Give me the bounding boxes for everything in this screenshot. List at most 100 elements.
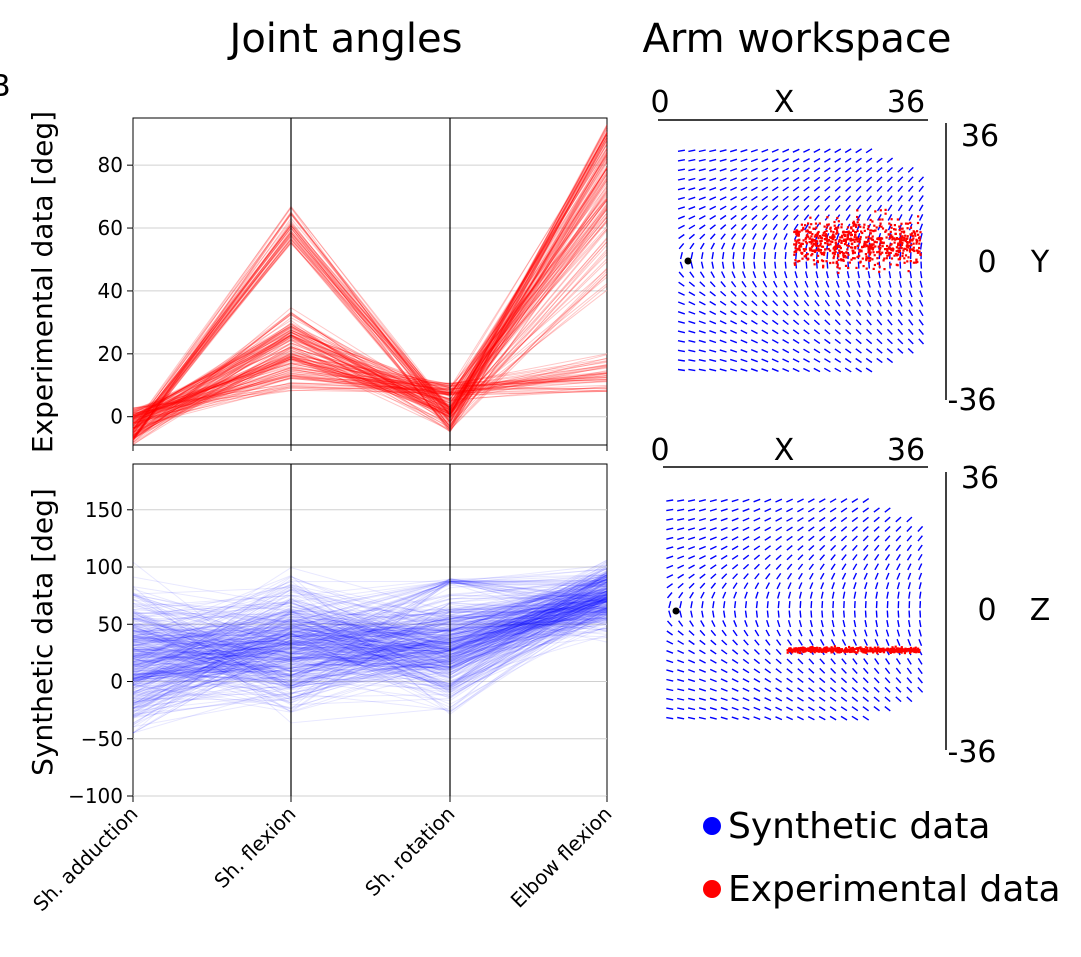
syn-sample-line — [132, 606, 608, 650]
experimental-point — [870, 648, 873, 651]
synthetic-point — [709, 224, 716, 230]
experimental-point — [896, 264, 899, 267]
experimental-point — [808, 237, 811, 240]
syn-sample-line — [132, 586, 608, 713]
synthetic-point — [732, 573, 739, 580]
synthetic-point — [775, 706, 783, 711]
synthetic-point — [753, 716, 761, 721]
synthetic-point — [761, 329, 769, 335]
syn-sample-line — [132, 580, 608, 716]
synthetic-point — [865, 148, 873, 154]
synthetic-point — [666, 669, 674, 673]
synthetic-point — [740, 300, 748, 307]
experimental-point — [893, 224, 896, 227]
syn-sample-line — [132, 607, 608, 712]
synthetic-point — [699, 639, 706, 646]
synthetic-point — [711, 620, 716, 628]
synthetic-point — [764, 716, 772, 721]
synthetic-point — [906, 544, 912, 552]
experimental-point — [829, 240, 832, 243]
experimental-point — [855, 236, 858, 239]
synthetic-point — [877, 299, 882, 307]
syn-sample-line — [132, 561, 608, 686]
experimental-point — [819, 244, 822, 247]
experimental-point — [811, 233, 814, 236]
synthetic-lines — [132, 559, 608, 734]
synthetic-point — [750, 186, 758, 192]
syn-sample-line — [132, 616, 608, 666]
synthetic-point — [755, 620, 759, 628]
synthetic-point — [744, 591, 748, 599]
experimental-point — [912, 242, 915, 245]
syn-sample-line — [132, 593, 608, 645]
syn-sample-line — [132, 584, 608, 649]
experimental-point — [891, 646, 894, 649]
experimental-point — [827, 223, 830, 226]
synthetic-point — [771, 158, 779, 163]
experimental-point — [898, 249, 901, 252]
synthetic-point — [764, 507, 772, 513]
experimental-point — [791, 651, 794, 654]
synthetic-point — [897, 348, 904, 354]
experimental-point — [871, 220, 874, 223]
experimental-point — [846, 226, 850, 229]
synthetic-point — [688, 527, 696, 531]
syn-sample-line — [132, 613, 608, 666]
experimental-point — [898, 229, 901, 232]
synthetic-point — [866, 328, 872, 335]
synthetic-point — [855, 348, 862, 354]
synthetic-point — [862, 715, 870, 721]
experimental-point — [786, 651, 789, 654]
syn-sample-line — [132, 613, 608, 675]
syn-sample-line — [132, 611, 608, 655]
synthetic-point — [762, 290, 768, 297]
experimental-point — [874, 210, 877, 213]
synthetic-point — [808, 554, 815, 561]
experimental-point — [896, 218, 899, 221]
synthetic-point — [688, 630, 695, 636]
synthetic-point — [740, 158, 748, 163]
experimental-point — [901, 649, 904, 653]
synthetic-point — [865, 167, 873, 173]
exp-sample-line — [132, 131, 608, 429]
syn-sample-line — [132, 604, 608, 677]
experimental-point — [838, 267, 841, 270]
synthetic-point — [887, 204, 893, 212]
syn-sample-line — [132, 594, 608, 674]
synthetic-point — [677, 527, 685, 531]
experimental-point — [816, 649, 820, 653]
synthetic-point — [908, 290, 913, 298]
synthetic-point — [831, 629, 836, 637]
syn-sample-line — [132, 577, 608, 699]
experimental-point — [879, 209, 882, 212]
exp-sample-line — [132, 173, 608, 429]
experimental-point — [899, 239, 902, 242]
synthetic-point — [698, 149, 706, 153]
syn-sample-line — [132, 587, 608, 691]
experimental-point — [873, 224, 876, 227]
synthetic-point — [896, 638, 901, 646]
syn-sample-line — [132, 594, 608, 622]
experimental-point — [794, 230, 797, 234]
synthetic-point — [846, 271, 850, 279]
experimental-point — [812, 649, 816, 652]
syn-sample-line — [132, 601, 608, 656]
syn-sample-line — [132, 592, 608, 696]
synthetic-point — [876, 309, 883, 317]
synthetic-point — [819, 554, 826, 561]
synthetic-point — [830, 535, 837, 542]
synthetic-point — [830, 563, 836, 571]
synthetic-point — [824, 195, 831, 202]
synthetic-point — [733, 620, 738, 628]
synthetic-point — [885, 572, 890, 580]
synthetic-point — [666, 527, 674, 531]
syn-sample-line — [132, 572, 608, 695]
experimental-point — [799, 649, 802, 652]
exp-sample-line — [132, 363, 608, 410]
synthetic-point — [842, 619, 846, 628]
synthetic-point — [752, 242, 757, 250]
exp-sample-line — [132, 230, 608, 441]
syn-sample-line — [132, 590, 608, 709]
synthetic-point — [814, 290, 820, 298]
